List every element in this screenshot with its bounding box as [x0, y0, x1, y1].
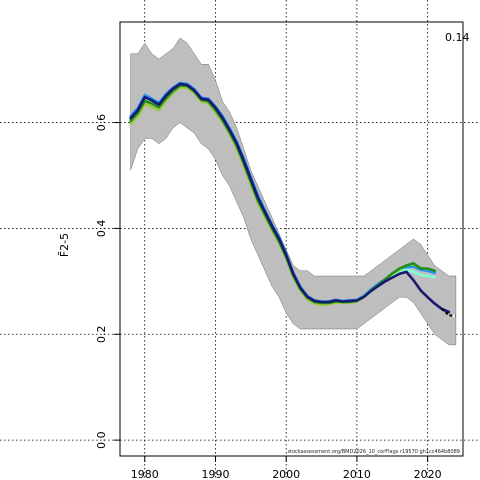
x-tick-label: 2000: [272, 468, 300, 480]
y-tick-label: 0.2: [95, 326, 108, 344]
x-tick-label: 2020: [414, 468, 442, 480]
footnote: stockassessment.org/BMD2026_10_corFlags …: [287, 449, 460, 455]
x-tick-label: 1980: [131, 468, 159, 480]
y-axis-title-text: F̄2-5: [58, 233, 71, 257]
series-line-5: [129, 82, 451, 314]
confidence-band: [130, 37, 457, 346]
series-layer: [129, 81, 457, 318]
y-axis-title: F̄2-5: [58, 233, 71, 257]
corner-label: 0.14: [445, 31, 470, 44]
y-tick-label: 0.4: [95, 220, 108, 238]
confidence-band-layer: [130, 37, 457, 346]
x-tick-label: 1990: [201, 468, 229, 480]
x-tick-label: 2010: [343, 468, 371, 480]
y-tick-label: 0.6: [95, 114, 108, 132]
plot-frame: [119, 21, 464, 457]
series-line-7: [452, 314, 457, 318]
y-tick-label: 0.0: [95, 431, 108, 449]
axes-layer: 1980 1990 2000 2010 2020 0.0 0.2 0.4 0.6: [95, 114, 442, 480]
